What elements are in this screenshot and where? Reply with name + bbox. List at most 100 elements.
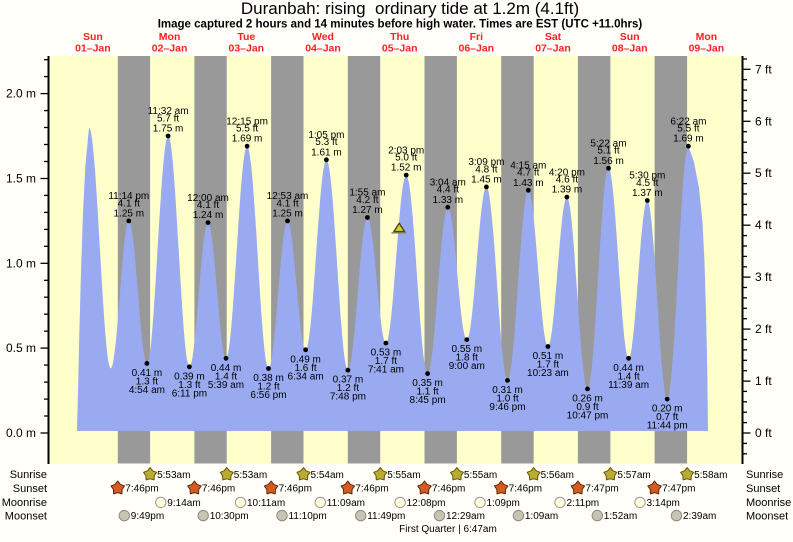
svg-text:08–Jan: 08–Jan	[612, 43, 648, 55]
svg-text:11:49pm: 11:49pm	[367, 511, 405, 522]
svg-text:0.44 m: 0.44 m	[613, 363, 644, 374]
svg-text:1.1 ft: 1.1 ft	[416, 387, 438, 398]
svg-text:1.52 m: 1.52 m	[391, 163, 422, 174]
svg-text:1.6 ft: 1.6 ft	[294, 363, 316, 374]
svg-text:10:47 pm: 10:47 pm	[567, 410, 609, 421]
svg-text:7:47pm: 7:47pm	[585, 484, 618, 495]
svg-text:5:57am: 5:57am	[617, 470, 650, 481]
svg-text:4.1 ft: 4.1 ft	[197, 200, 219, 211]
svg-text:0.38 m: 0.38 m	[253, 373, 284, 384]
svg-text:1 ft: 1 ft	[755, 374, 772, 388]
svg-text:6:22 am: 6:22 am	[670, 116, 706, 127]
svg-text:5.5 ft: 5.5 ft	[236, 124, 258, 135]
svg-text:7:46pm: 7:46pm	[509, 484, 542, 495]
svg-text:11:14 pm: 11:14 pm	[108, 191, 149, 202]
svg-text:2.0 m: 2.0 m	[6, 87, 36, 101]
svg-text:06–Jan: 06–Jan	[458, 43, 494, 55]
svg-text:1.3 ft: 1.3 ft	[178, 380, 200, 391]
svg-text:9:46 pm: 9:46 pm	[489, 402, 525, 413]
svg-text:2:39am: 2:39am	[683, 511, 716, 522]
svg-text:Wed: Wed	[312, 31, 334, 43]
svg-text:1.4 ft: 1.4 ft	[215, 371, 237, 382]
svg-text:09–Jan: 09–Jan	[689, 43, 725, 55]
svg-text:1:09pm: 1:09pm	[487, 498, 520, 509]
svg-text:0.5 m: 0.5 m	[6, 341, 36, 355]
svg-text:1.69 m: 1.69 m	[232, 134, 263, 145]
svg-text:5.1 ft: 5.1 ft	[597, 146, 619, 157]
svg-text:9:49pm: 9:49pm	[131, 511, 164, 522]
svg-text:12:00 am: 12:00 am	[187, 193, 229, 204]
svg-text:Sunrise: Sunrise	[746, 469, 783, 481]
svg-text:5:30 pm: 5:30 pm	[629, 171, 665, 182]
svg-text:0.49 m: 0.49 m	[290, 354, 321, 365]
svg-text:1.25 m: 1.25 m	[114, 208, 145, 219]
svg-text:6:34 am: 6:34 am	[288, 371, 324, 382]
svg-text:Moonset: Moonset	[746, 510, 788, 522]
svg-text:Mon: Mon	[696, 31, 718, 43]
svg-text:11:10pm: 11:10pm	[289, 511, 327, 522]
svg-text:2:11pm: 2:11pm	[567, 498, 600, 509]
svg-text:7:46pm: 7:46pm	[202, 484, 235, 495]
svg-text:0.39 m: 0.39 m	[174, 371, 205, 382]
svg-text:1.39 m: 1.39 m	[552, 185, 583, 196]
svg-text:1.61 m: 1.61 m	[311, 147, 342, 158]
svg-text:1.33 m: 1.33 m	[433, 195, 464, 206]
svg-text:05–Jan: 05–Jan	[382, 43, 418, 55]
svg-text:6:11 pm: 6:11 pm	[172, 388, 207, 399]
svg-text:5:56am: 5:56am	[541, 470, 574, 481]
svg-text:0.0 m: 0.0 m	[6, 426, 36, 440]
svg-text:10:23 am: 10:23 am	[527, 368, 569, 379]
svg-text:First Quarter | 6:47am: First Quarter | 6:47am	[399, 524, 497, 535]
svg-text:4.1 ft: 4.1 ft	[276, 198, 298, 209]
svg-text:0.55 m: 0.55 m	[452, 344, 483, 355]
svg-text:5:55am: 5:55am	[387, 470, 420, 481]
svg-text:12:53 am: 12:53 am	[267, 191, 309, 202]
svg-text:1.2 ft: 1.2 ft	[257, 382, 279, 393]
svg-text:8:45 pm: 8:45 pm	[410, 395, 446, 406]
svg-text:Fri: Fri	[470, 31, 484, 43]
svg-text:4.7 ft: 4.7 ft	[517, 168, 539, 179]
svg-text:0.35 m: 0.35 m	[412, 378, 443, 389]
svg-text:1.0 m: 1.0 m	[6, 256, 36, 270]
svg-text:Moonrise: Moonrise	[746, 497, 791, 509]
svg-text:11:44 pm: 11:44 pm	[647, 421, 688, 432]
svg-text:Sun: Sun	[83, 31, 103, 43]
svg-text:01–Jan: 01–Jan	[75, 43, 111, 55]
svg-text:0.31 m: 0.31 m	[492, 385, 523, 396]
svg-text:1.43 m: 1.43 m	[513, 178, 544, 189]
svg-text:4.1 ft: 4.1 ft	[118, 198, 140, 209]
svg-text:11:39 am: 11:39 am	[608, 380, 649, 391]
svg-text:12:08pm: 12:08pm	[407, 498, 446, 509]
svg-text:5:55am: 5:55am	[464, 470, 497, 481]
svg-text:10:11am: 10:11am	[247, 498, 285, 509]
svg-text:1.75 m: 1.75 m	[153, 124, 184, 135]
svg-text:7:46pm: 7:46pm	[279, 484, 312, 495]
svg-text:5:54am: 5:54am	[311, 470, 344, 481]
svg-text:5.3 ft: 5.3 ft	[315, 137, 337, 148]
svg-text:4.2 ft: 4.2 ft	[356, 195, 378, 206]
svg-text:4.4 ft: 4.4 ft	[437, 185, 459, 196]
svg-text:Sunrise: Sunrise	[10, 469, 47, 481]
svg-text:Image captured 2 hours and 14: Image captured 2 hours and 14 minutes be…	[158, 19, 643, 31]
svg-text:1.3 ft: 1.3 ft	[136, 376, 158, 387]
svg-text:4:54 am: 4:54 am	[129, 385, 165, 396]
svg-text:4 ft: 4 ft	[755, 218, 772, 232]
svg-text:11:32 am: 11:32 am	[148, 106, 189, 117]
svg-text:7:48 pm: 7:48 pm	[330, 392, 366, 403]
svg-text:1.7 ft: 1.7 ft	[537, 360, 559, 371]
svg-text:0.53 m: 0.53 m	[371, 348, 402, 359]
svg-text:1.8 ft: 1.8 ft	[456, 353, 478, 364]
svg-text:Mon: Mon	[159, 31, 181, 43]
svg-text:Thu: Thu	[390, 31, 409, 43]
svg-text:02–Jan: 02–Jan	[152, 43, 188, 55]
svg-text:1.69 m: 1.69 m	[673, 134, 704, 145]
svg-text:4.8 ft: 4.8 ft	[475, 164, 497, 175]
svg-text:5:22 am: 5:22 am	[590, 139, 626, 150]
svg-text:5:58am: 5:58am	[694, 470, 727, 481]
svg-text:Moonset: Moonset	[5, 510, 47, 522]
svg-text:1.4 ft: 1.4 ft	[617, 371, 639, 382]
svg-text:1:09am: 1:09am	[525, 511, 558, 522]
svg-text:6:56 pm: 6:56 pm	[250, 390, 286, 401]
svg-text:03–Jan: 03–Jan	[228, 43, 264, 55]
svg-text:Moonrise: Moonrise	[2, 497, 47, 509]
